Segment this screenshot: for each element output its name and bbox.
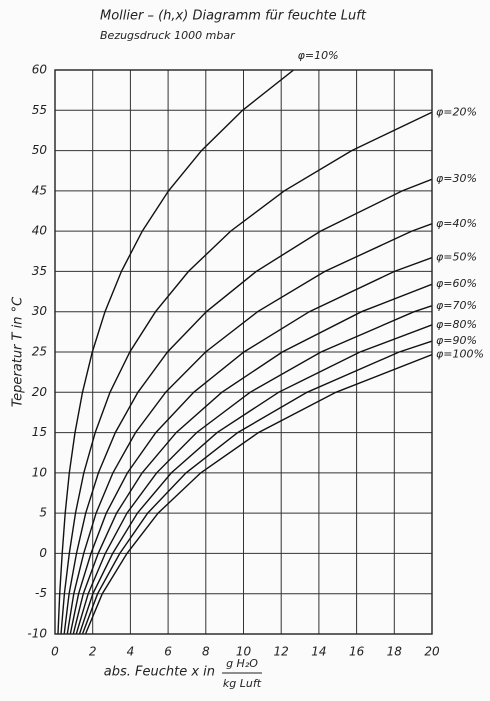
y-tick-label: 15 — [32, 425, 47, 439]
x-axis-unit: kg Luft — [223, 677, 262, 690]
x-tick-label: 18 — [387, 645, 403, 659]
humidity-curve — [81, 340, 432, 634]
y-tick-label: -5 — [35, 586, 47, 600]
series-label: φ=20% — [436, 105, 477, 118]
y-tick-label: 25 — [32, 345, 47, 359]
x-tick-label: 0 — [51, 645, 59, 659]
y-tick-label: 10 — [32, 465, 48, 479]
x-axis-label: abs. Feuchte x in — [104, 665, 215, 680]
x-tick-label: 16 — [349, 645, 365, 659]
y-tick-label: 45 — [32, 183, 47, 197]
y-tick-label: 0 — [39, 546, 47, 560]
humidity-curve — [69, 256, 432, 634]
humidity-curve — [66, 223, 432, 634]
series-label: φ=80% — [436, 318, 477, 331]
humidity-curve — [84, 353, 432, 634]
chart-title: Mollier – (h,x) Diagramm für feuchte Luf… — [100, 9, 367, 24]
x-tick-label: 10 — [236, 645, 252, 659]
humidity-curve — [57, 70, 295, 634]
y-tick-label: 55 — [32, 103, 47, 117]
y-tick-label: 50 — [32, 143, 48, 157]
series-label: φ=10% — [298, 49, 339, 62]
x-axis-unit: g H₂O — [226, 657, 258, 670]
humidity-curve — [60, 111, 432, 634]
x-tick-label: 20 — [424, 645, 440, 659]
y-tick-label: -10 — [27, 627, 47, 641]
series-label: φ=40% — [436, 217, 477, 230]
x-tick-label: 4 — [127, 645, 135, 659]
humidity-curve — [78, 324, 432, 634]
series-label: φ=100% — [436, 348, 484, 361]
series-label: φ=60% — [436, 277, 477, 290]
y-tick-label: 60 — [32, 63, 48, 77]
y-tick-label: 20 — [32, 385, 48, 399]
x-tick-label: 2 — [89, 645, 97, 659]
y-tick-label: 35 — [32, 264, 47, 278]
plot-area — [57, 70, 432, 634]
x-tick-label: 14 — [311, 645, 326, 659]
humidity-curve — [75, 305, 432, 634]
chart-subtitle: Bezugsdruck 1000 mbar — [100, 29, 236, 42]
plot-frame — [54, 69, 433, 635]
x-tick-label: 12 — [274, 645, 289, 659]
series-label: φ=90% — [436, 334, 477, 347]
series-label: φ=30% — [436, 172, 477, 185]
humidity-curve — [63, 178, 432, 634]
x-tick-label: 8 — [202, 645, 210, 659]
y-tick-label: 40 — [32, 224, 48, 238]
series-label: φ=50% — [436, 251, 477, 264]
y-tick-label: 30 — [32, 304, 48, 318]
y-tick-label: 5 — [39, 506, 47, 520]
humidity-curve — [72, 283, 432, 634]
series-label: φ=70% — [436, 299, 477, 312]
x-tick-label: 6 — [164, 645, 172, 659]
y-axis-label: Teperatur T in °C — [11, 296, 26, 407]
